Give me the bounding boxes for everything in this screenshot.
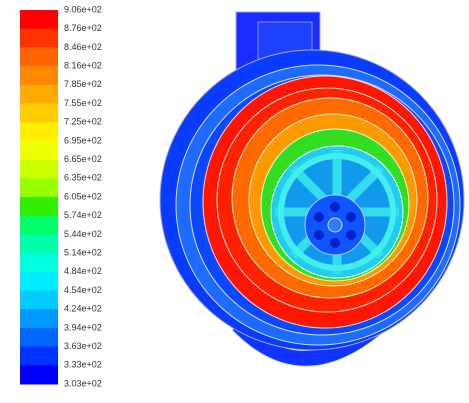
legend-label: 4.54e+02 — [64, 285, 102, 295]
legend-band — [20, 10, 58, 29]
legend-label: 3.33e+02 — [64, 360, 102, 370]
legend-label: 5.44e+02 — [64, 229, 102, 239]
legend-band — [20, 141, 58, 160]
legend-band — [20, 272, 58, 291]
legend-label: 8.46e+02 — [64, 42, 102, 52]
legend-band — [20, 47, 58, 66]
hole — [314, 212, 324, 222]
legend-label: 4.24e+02 — [64, 304, 102, 314]
legend-band — [20, 85, 58, 104]
legend-label: 5.14e+02 — [64, 247, 102, 257]
legend-band — [20, 122, 58, 141]
legend-label: 3.94e+02 — [64, 322, 102, 332]
legend-band — [20, 253, 58, 272]
legend-band — [20, 328, 58, 347]
legend-label: 4.84e+02 — [64, 266, 102, 276]
hole — [346, 212, 356, 222]
hole — [330, 238, 340, 248]
legend-band — [20, 216, 58, 235]
legend-band — [20, 178, 58, 197]
center-bore — [328, 218, 342, 232]
legend-label: 6.65e+02 — [64, 154, 102, 164]
legend-label: 7.25e+02 — [64, 117, 102, 127]
model — [160, 12, 464, 366]
legend-band — [20, 291, 58, 310]
legend-band — [20, 365, 58, 384]
legend-band — [20, 66, 58, 85]
hole — [330, 202, 340, 212]
legend-label: 8.16e+02 — [64, 60, 102, 70]
legend-band — [20, 234, 58, 253]
legend-label: 9.06e+02 — [64, 4, 102, 14]
legend-label: 6.05e+02 — [64, 191, 102, 201]
legend-band — [20, 160, 58, 179]
legend-band — [20, 309, 58, 328]
contour-view: 9.06e+02 8.76e+02 8.46e+02 8.16e+02 7.85e+02… — [0, 0, 469, 403]
legend-band — [20, 29, 58, 48]
legend-label: 6.95e+02 — [64, 135, 102, 145]
color-legend: 9.06e+02 8.76e+02 8.46e+02 8.16e+02 7.85e+02… — [20, 4, 102, 388]
legend-label: 7.85e+02 — [64, 79, 102, 89]
legend-band — [20, 347, 58, 366]
legend-label: 5.74e+02 — [64, 210, 102, 220]
legend-label: 6.35e+02 — [64, 173, 102, 183]
legend-label: 7.55e+02 — [64, 98, 102, 108]
hole — [314, 230, 324, 240]
legend-label: 3.03e+02 — [64, 378, 102, 388]
hole — [346, 230, 356, 240]
legend-label: 8.76e+02 — [64, 23, 102, 33]
legend-label: 3.63e+02 — [64, 341, 102, 351]
legend-band — [20, 104, 58, 123]
legend-band — [20, 197, 58, 216]
